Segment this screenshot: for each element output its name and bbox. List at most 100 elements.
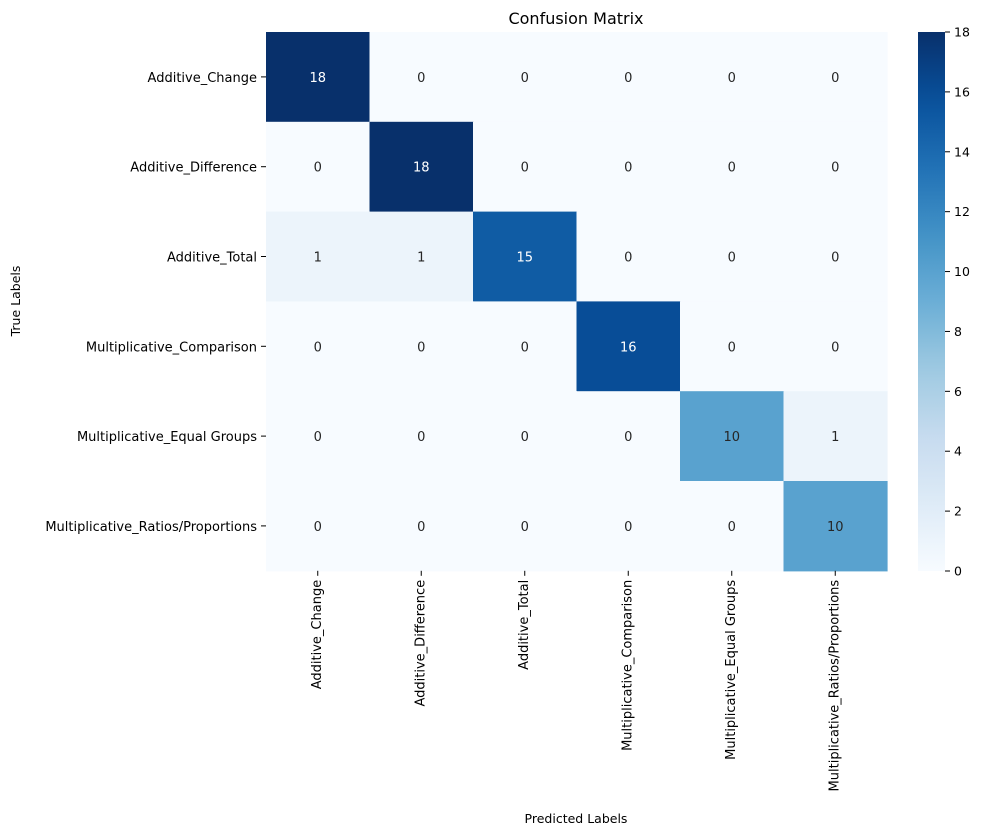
colorbar-tick-label: 12 xyxy=(954,204,970,219)
heatmap-cell xyxy=(266,121,371,213)
heatmap-cell xyxy=(576,211,681,302)
colorbar-tick-label: 10 xyxy=(954,264,970,279)
colorbar xyxy=(918,32,945,571)
heatmap-cell xyxy=(266,32,371,123)
heatmap-cell xyxy=(473,32,578,123)
heatmap-cell xyxy=(473,481,578,572)
cell-value-label: 0 xyxy=(831,161,839,176)
cell-value-label: 0 xyxy=(314,340,322,355)
heatmap-cell xyxy=(369,391,474,482)
y-axis-label: True Labels xyxy=(8,266,23,338)
heatmap-cell xyxy=(576,121,681,213)
heatmap-cell xyxy=(473,301,578,392)
cell-value-label: 1 xyxy=(417,251,425,266)
heatmap-cell xyxy=(783,121,888,213)
heatmap-cell xyxy=(783,32,888,123)
y-tick-label: Additive_Total xyxy=(167,251,257,266)
cell-value-label: 10 xyxy=(827,520,844,535)
heatmap-cell xyxy=(783,391,888,482)
heatmap-cell xyxy=(369,481,474,572)
colorbar-tick-label: 4 xyxy=(954,444,962,459)
colorbar-tick-label: 0 xyxy=(954,564,962,579)
colorbar-tick-label: 16 xyxy=(954,84,970,99)
x-tick-label: Multiplicative_Ratios/Proportions xyxy=(828,580,843,792)
cell-value-label: 0 xyxy=(521,520,529,535)
y-tick-label: Multiplicative_Comparison xyxy=(86,340,257,355)
heatmap-cell xyxy=(473,391,578,482)
heatmap-cell xyxy=(783,481,888,572)
cell-value-label: 0 xyxy=(624,520,632,535)
cell-value-label: 0 xyxy=(728,340,736,355)
x-tick-label: Additive_Total xyxy=(517,580,532,670)
cell-value-label: 1 xyxy=(831,430,839,445)
cell-value-label: 0 xyxy=(521,161,529,176)
cell-value-label: 0 xyxy=(624,161,632,176)
heatmap-cell xyxy=(680,211,785,302)
heatmap-cell xyxy=(473,211,578,302)
x-tick-label: Multiplicative_Equal Groups xyxy=(724,580,739,760)
heatmap-cells: 18 0 0 0 0 00 18 0 0 0 01 1 15 0 0 00 0 0 16 0 00 0 0 0 10 10 0 0 0 0… xyxy=(266,32,888,572)
cell-value-label: 0 xyxy=(624,71,632,86)
cell-value-label: 0 xyxy=(314,520,322,535)
cell-value-label: 0 xyxy=(728,251,736,266)
chart-title: Confusion Matrix xyxy=(508,9,643,28)
heatmap-cell xyxy=(576,391,681,482)
colorbar-tick-label: 8 xyxy=(954,324,962,339)
colorbar-tick-label: 6 xyxy=(954,384,962,399)
cell-value-label: 0 xyxy=(417,71,425,86)
x-tick-labels: Additive_Change Additive_Difference Additi… xyxy=(310,570,843,792)
y-tick-label: Additive_Difference xyxy=(130,161,257,176)
cell-value-label: 0 xyxy=(417,340,425,355)
cell-value-label: 16 xyxy=(620,340,637,355)
cell-value-label: 1 xyxy=(314,251,322,266)
colorbar-tick-label: 14 xyxy=(954,144,970,159)
heatmap-cell xyxy=(369,211,474,302)
cell-value-label: 0 xyxy=(314,430,322,445)
colorbar-tick-label: 2 xyxy=(954,504,962,519)
heatmap-cell xyxy=(266,391,371,482)
heatmap-cell xyxy=(369,32,474,123)
cell-value-label: 0 xyxy=(624,430,632,445)
cell-value-label: 18 xyxy=(413,161,430,176)
heatmap-cell xyxy=(576,481,681,572)
heatmap-cell xyxy=(369,121,474,213)
cell-value-label: 0 xyxy=(417,430,425,445)
colorbar-ticks: 0 2 4 6 8 10 12 14 16 18 xyxy=(945,25,970,579)
heatmap-cell xyxy=(680,121,785,213)
cell-value-label: 0 xyxy=(728,520,736,535)
cell-value-label: 0 xyxy=(831,340,839,355)
cell-value-label: 0 xyxy=(521,430,529,445)
cell-value-label: 0 xyxy=(624,251,632,266)
heatmap-cell xyxy=(266,301,371,392)
heatmap-cell xyxy=(576,32,681,123)
heatmap-cell xyxy=(680,32,785,123)
x-tick-label: Additive_Difference xyxy=(414,580,429,707)
heatmap-cell xyxy=(369,301,474,392)
x-axis-label: Predicted Labels xyxy=(525,811,628,826)
heatmap-cell xyxy=(266,211,371,302)
y-tick-label: Multiplicative_Ratios/Proportions xyxy=(45,520,257,535)
x-tick-label: Additive_Change xyxy=(310,580,325,689)
cell-value-label: 0 xyxy=(728,161,736,176)
x-tick-label: Multiplicative_Comparison xyxy=(621,580,636,751)
cell-value-label: 0 xyxy=(831,251,839,266)
heatmap-cell xyxy=(680,301,785,392)
y-tick-label: Multiplicative_Equal Groups xyxy=(77,430,257,445)
cell-value-label: 10 xyxy=(723,430,740,445)
y-tick-label: Additive_Change xyxy=(148,71,257,86)
cell-value-label: 0 xyxy=(417,520,425,535)
heatmap-cell xyxy=(680,481,785,572)
cell-value-label: 18 xyxy=(309,71,326,86)
cell-value-label: 0 xyxy=(831,71,839,86)
heatmap-cell xyxy=(266,481,371,572)
colorbar-tick-label: 18 xyxy=(954,25,970,40)
cell-value-label: 15 xyxy=(516,251,533,266)
cell-value-label: 0 xyxy=(728,71,736,86)
y-tick-labels: Additive_Change Additive_Difference Additi… xyxy=(45,71,266,535)
heatmap-cell xyxy=(783,301,888,392)
cell-value-label: 0 xyxy=(521,340,529,355)
cell-value-label: 0 xyxy=(314,161,322,176)
cell-value-label: 0 xyxy=(521,71,529,86)
heatmap-cell xyxy=(680,391,785,482)
